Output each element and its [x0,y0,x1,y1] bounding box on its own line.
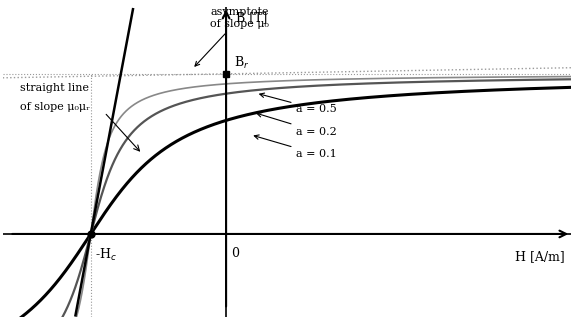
Text: straight line: straight line [20,83,90,93]
Text: B$_r$: B$_r$ [234,54,250,71]
Text: a = 0.2: a = 0.2 [257,113,337,137]
Text: of slope μ₀μᵣ: of slope μ₀μᵣ [20,102,90,112]
Text: a = 0.1: a = 0.1 [254,135,337,159]
Text: H [A/m]: H [A/m] [515,250,564,263]
Text: a = 0.5: a = 0.5 [260,93,337,114]
Text: -H$_c$: -H$_c$ [95,247,117,263]
Text: 0: 0 [231,247,239,260]
Text: B [T]: B [T] [235,12,267,24]
Text: asymptote
of slope μ₀: asymptote of slope μ₀ [195,7,269,66]
